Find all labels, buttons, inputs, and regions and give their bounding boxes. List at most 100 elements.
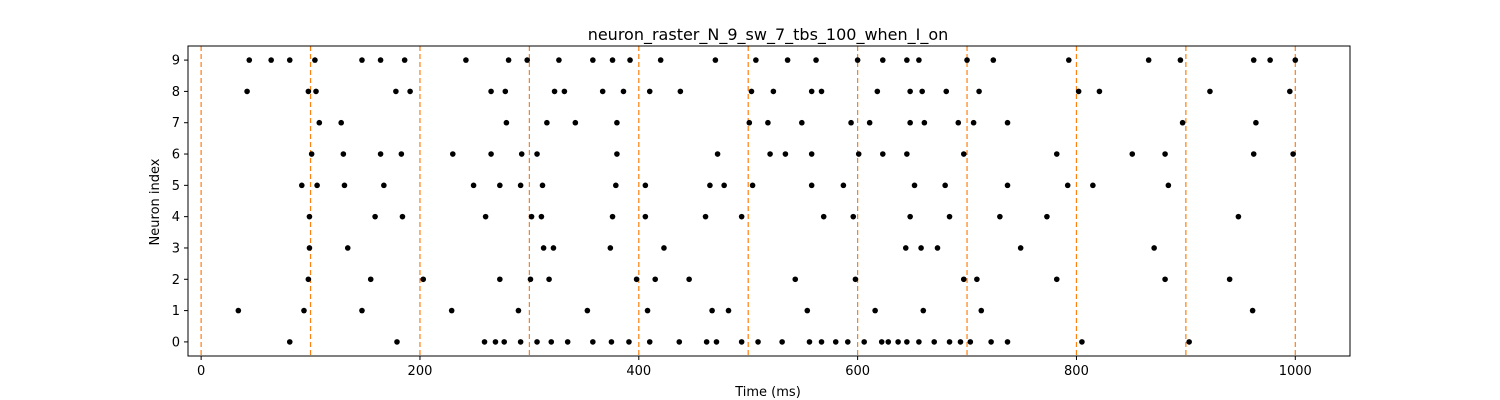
spike-n3-2	[540, 245, 547, 251]
spike-n6-20	[1250, 151, 1257, 157]
spike-n8-1	[305, 88, 312, 95]
spike-n6-7	[534, 151, 540, 157]
spike-layer	[235, 57, 1299, 345]
spike-n2-0	[305, 276, 312, 283]
spike-n2-4	[527, 276, 534, 283]
spike-n8-22	[1075, 88, 1082, 95]
spike-n3-4	[607, 245, 614, 251]
spike-n7-7	[765, 119, 771, 126]
spike-n3-0	[306, 245, 313, 251]
spike-n9-5	[377, 57, 384, 63]
spike-n2-13	[1053, 276, 1060, 283]
spike-n6-17	[1053, 151, 1060, 157]
spike-n5-5	[497, 182, 503, 189]
spike-n2-7	[652, 276, 659, 283]
spike-n7-3	[544, 119, 550, 126]
spike-n8-19	[919, 88, 925, 95]
spike-n7-11	[907, 119, 913, 126]
spike-n8-15	[808, 88, 815, 95]
spike-n3-10	[1151, 245, 1157, 251]
spike-n8-18	[907, 88, 913, 95]
plot-frame	[187, 45, 1351, 357]
spike-n5-16	[942, 182, 948, 189]
spike-n0-28	[916, 339, 922, 345]
spike-n8-25	[1287, 88, 1293, 95]
spike-n9-14	[657, 57, 664, 63]
spike-n6-13	[855, 151, 862, 157]
spike-n6-19	[1162, 151, 1168, 157]
spike-n2-1	[367, 276, 374, 283]
spike-n2-3	[497, 276, 503, 283]
spike-n6-12	[808, 151, 815, 157]
spike-n3-3	[550, 245, 557, 251]
spike-n6-14	[879, 151, 886, 157]
spike-n7-6	[746, 119, 753, 126]
spike-n9-17	[784, 57, 791, 63]
spike-n3-1	[344, 245, 351, 251]
spike-n1-2	[359, 307, 365, 314]
spike-n7-17	[1253, 119, 1259, 126]
spike-n0-14	[703, 339, 710, 345]
spike-n0-35	[1079, 339, 1085, 345]
spike-n4-5	[538, 213, 545, 220]
spike-n4-15	[1044, 213, 1050, 220]
spike-n5-14	[840, 182, 847, 189]
spike-n6-0	[308, 151, 315, 157]
y-tick-label-0: 0	[172, 335, 180, 350]
spike-n9-25	[1066, 57, 1072, 63]
x-tick-label-800: 800	[1064, 364, 1089, 379]
spike-n0-0	[286, 339, 293, 345]
spike-n1-6	[644, 307, 651, 314]
spike-n9-18	[813, 57, 819, 63]
chart-title: neuron_raster_N_9_sw_7_tbs_100_when_I_on	[588, 25, 949, 45]
spike-n0-13	[676, 339, 683, 345]
y-tick-label-6: 6	[172, 148, 180, 163]
spike-n6-10	[767, 151, 773, 157]
spike-n0-34	[1004, 339, 1011, 345]
spike-n0-27	[904, 339, 910, 345]
spike-n5-13	[808, 182, 815, 189]
spike-n8-9	[599, 88, 606, 95]
spike-n0-32	[967, 339, 974, 345]
spike-n0-15	[713, 339, 720, 345]
spike-n3-5	[661, 245, 667, 251]
spike-n0-16	[738, 339, 745, 345]
spike-n0-33	[988, 339, 994, 345]
spike-n4-10	[820, 213, 827, 220]
spike-n6-18	[1129, 151, 1136, 157]
spike-n5-17	[1004, 182, 1011, 189]
spike-n5-20	[1165, 182, 1172, 189]
spike-n9-28	[1250, 57, 1257, 63]
spike-n8-6	[502, 88, 509, 95]
spike-n9-21	[904, 57, 910, 63]
spike-n3-8	[934, 245, 941, 251]
spike-n1-8	[725, 307, 732, 314]
spike-n2-9	[792, 276, 799, 283]
spike-n9-16	[753, 57, 759, 63]
spike-n8-24	[1207, 88, 1213, 95]
spike-n1-12	[978, 307, 985, 314]
spike-n3-6	[902, 245, 909, 251]
spike-n8-14	[770, 88, 777, 95]
spike-n0-8	[564, 339, 571, 345]
spike-n1-7	[709, 307, 715, 314]
spike-n4-14	[997, 213, 1003, 220]
spike-n6-15	[904, 151, 910, 157]
spike-n9-22	[916, 57, 922, 63]
spike-n9-3	[312, 57, 318, 63]
spike-n0-24	[878, 339, 885, 345]
spike-n0-4	[501, 339, 508, 345]
x-tick-label-400: 400	[626, 364, 651, 379]
spike-n8-11	[646, 88, 653, 95]
spike-n9-24	[990, 57, 997, 63]
spike-n4-0	[306, 213, 313, 220]
x-axis-label: Time (ms)	[734, 385, 801, 400]
spike-n5-4	[470, 182, 477, 189]
spike-n8-17	[874, 88, 881, 95]
spike-n8-5	[488, 88, 494, 95]
spike-n4-1	[372, 213, 378, 220]
spike-n4-8	[702, 213, 709, 220]
spike-n0-6	[534, 339, 540, 345]
spike-n9-23	[964, 57, 970, 63]
y-tick-label-5: 5	[172, 179, 180, 194]
